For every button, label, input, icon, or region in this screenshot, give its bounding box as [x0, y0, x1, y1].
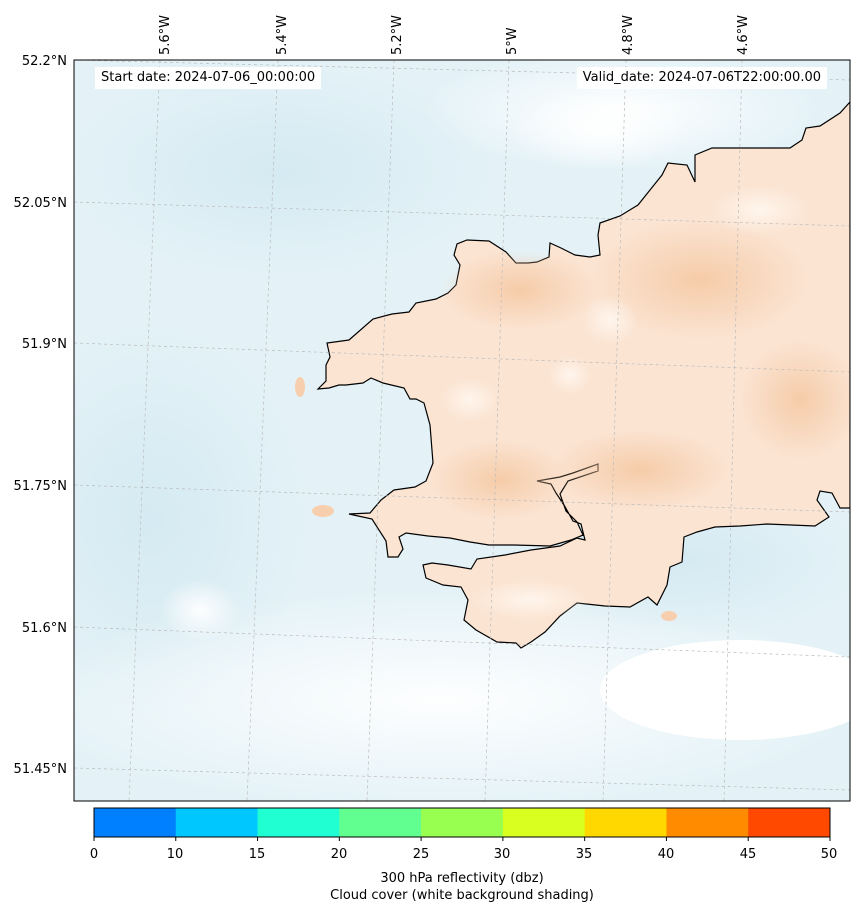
colorbar-tick-label: 30	[494, 847, 511, 862]
colorbar: 0 10 15 20 25 30 35 40 45 50	[90, 807, 838, 862]
colorbar-tick-label: 40	[658, 847, 675, 862]
colorbar-swatch	[666, 808, 749, 837]
colorbar-swatch	[584, 808, 667, 837]
land-shade	[440, 378, 500, 422]
land-shade	[440, 250, 600, 330]
land-shade	[710, 185, 810, 235]
lat-label: 52.2°N	[22, 54, 67, 69]
colorbar-tick-label: 35	[576, 847, 593, 862]
valid-date-label: Valid_date: 2024-07-06T22:00:00.00	[576, 67, 827, 89]
island	[312, 505, 334, 517]
map-area	[74, 60, 850, 801]
land-shade	[470, 580, 590, 620]
map-frame	[73, 59, 851, 802]
colorbar-tick-label: 10	[167, 847, 184, 862]
lon-label: 5.6°W	[158, 15, 173, 55]
colorbar-swatch	[257, 808, 340, 837]
lat-label: 51.75°N	[14, 479, 67, 494]
lon-label: 5.2°W	[390, 15, 405, 55]
colorbar-swatch	[502, 808, 586, 837]
graticule	[74, 60, 850, 801]
colorbar-swatch	[94, 808, 177, 837]
colorbar-tick-label: 20	[331, 847, 348, 862]
colorbar-label: 300 hPa reflectivity (dbz)	[380, 871, 544, 886]
colorbar-swatch	[175, 808, 259, 837]
clear-sky	[600, 640, 850, 740]
land-shade	[740, 340, 850, 460]
land-shade	[550, 430, 730, 510]
cloud-shade	[160, 580, 240, 640]
lat-label: 51.45°N	[14, 762, 67, 777]
colorbar-tick-label: 25	[413, 847, 430, 862]
cloud-shade	[510, 90, 690, 170]
colorbar-swatch	[421, 808, 504, 837]
island	[295, 377, 305, 397]
colorbar-sublabel: Cloud cover (white background shading)	[330, 888, 594, 903]
land-shade	[548, 355, 592, 395]
colorbar-swatch	[339, 808, 422, 837]
lat-label: 51.9°N	[22, 337, 67, 352]
cloud-shade	[74, 60, 500, 280]
lon-label: 5.4°W	[275, 15, 290, 55]
lat-label: 51.6°N	[22, 621, 67, 636]
colorbar-tick-label: 50	[821, 847, 838, 862]
lat-label: 52.05°N	[14, 196, 67, 211]
lon-label: 4.6°W	[736, 15, 751, 55]
colorbar-tick-label: 15	[249, 847, 266, 862]
land-shade	[430, 440, 570, 520]
colorbar-tick-label: 45	[740, 847, 757, 862]
land-shade	[590, 220, 810, 340]
colorbar-frame	[93, 807, 831, 838]
lon-label: 4.8°W	[621, 15, 636, 55]
island	[661, 611, 677, 621]
land-shade	[582, 295, 638, 345]
cloud-shade	[74, 590, 850, 801]
colorbar-tick-label: 0	[90, 847, 98, 862]
start-date-label: Start date: 2024-07-06_00:00:00	[95, 67, 322, 89]
lon-label: 5°W	[505, 27, 520, 55]
colorbar-swatch	[748, 808, 831, 837]
